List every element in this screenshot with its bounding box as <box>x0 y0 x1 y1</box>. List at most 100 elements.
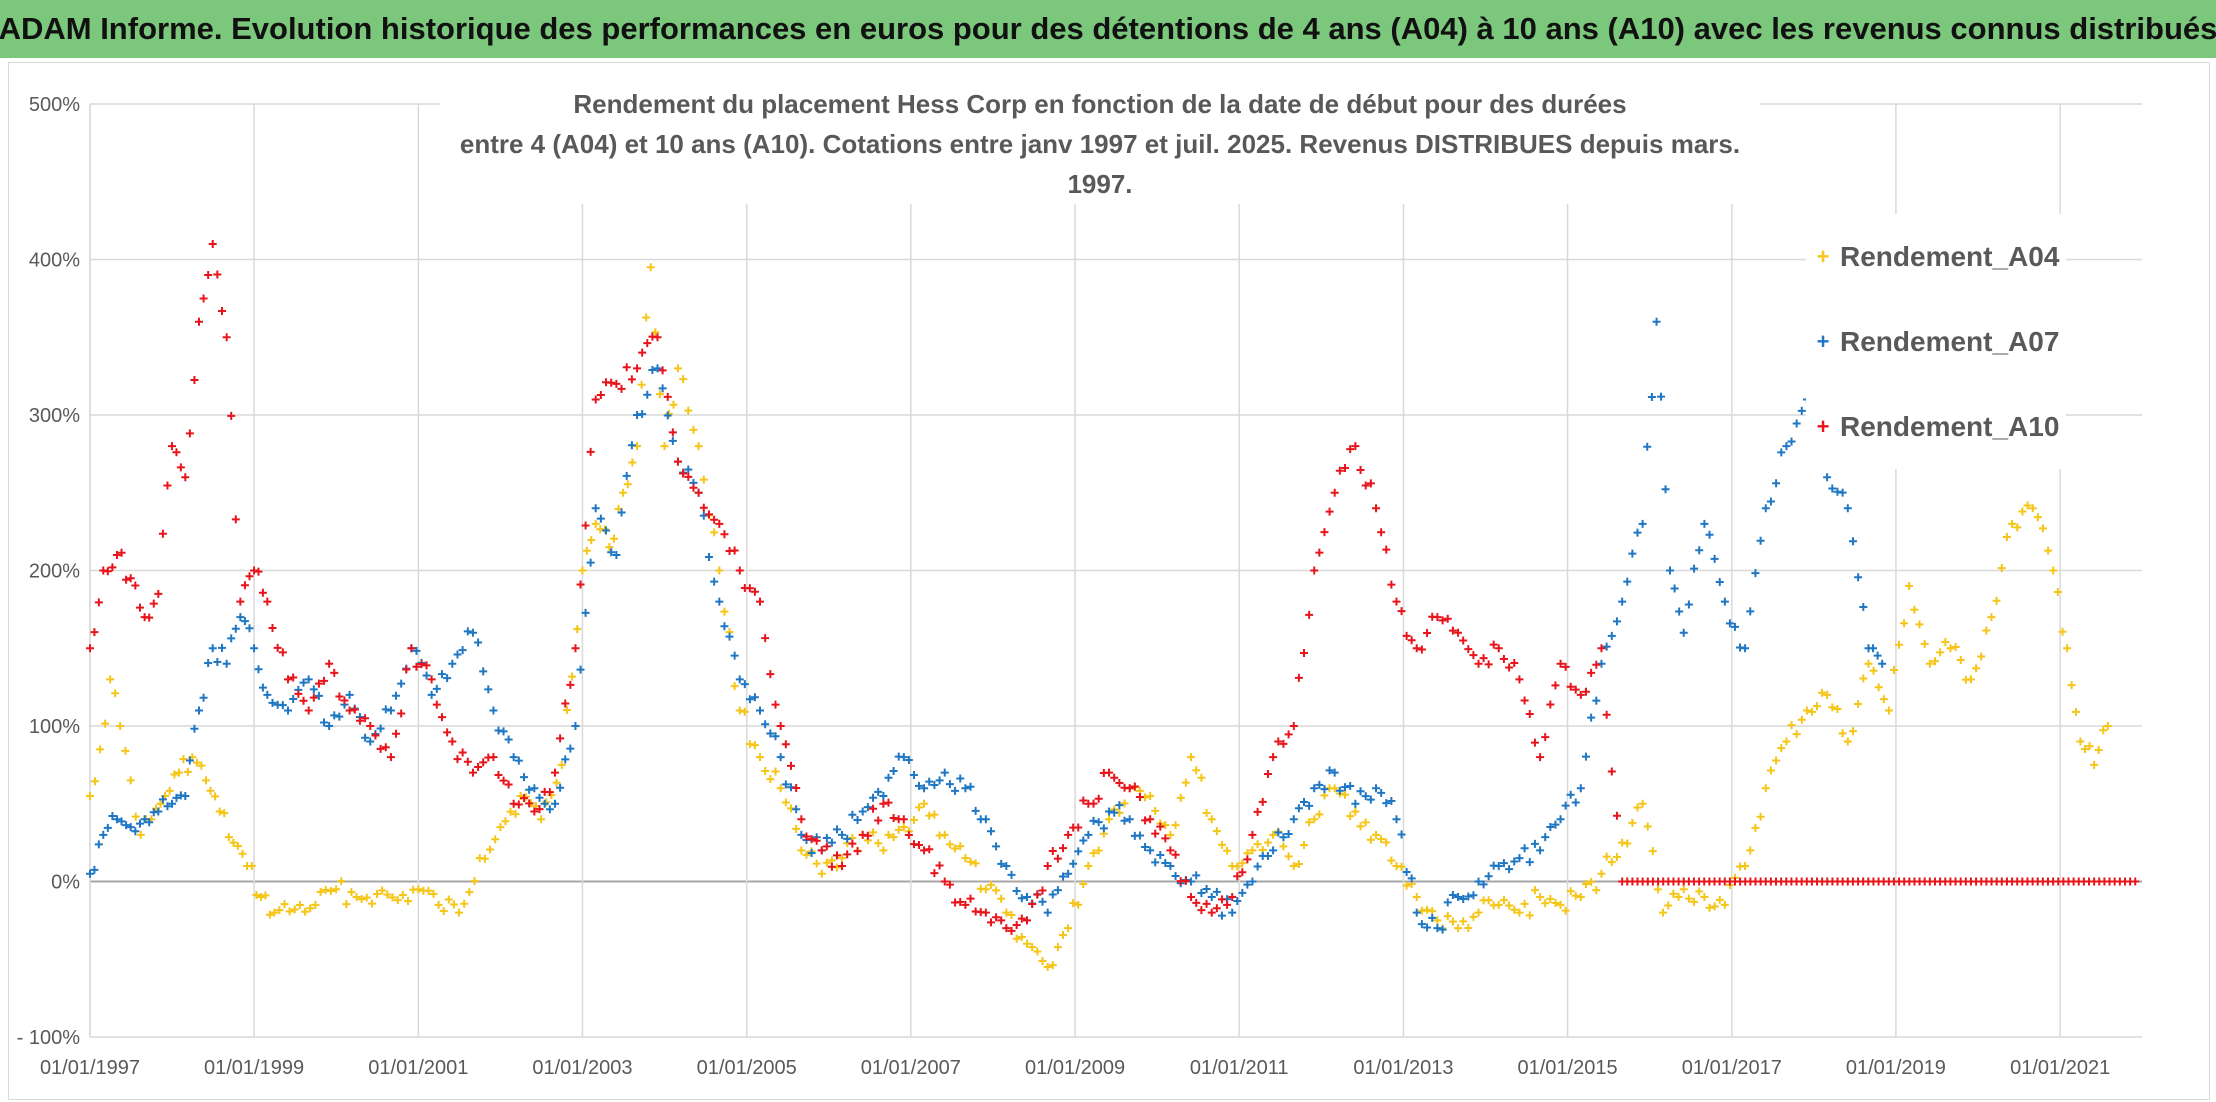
data-point <box>673 457 682 466</box>
data-point <box>1269 830 1278 839</box>
interp-point <box>562 706 571 715</box>
interp-point <box>1561 662 1570 671</box>
interp-point <box>453 650 462 659</box>
data-point <box>633 364 642 373</box>
data-point <box>1741 861 1750 870</box>
interp-point <box>1459 636 1468 645</box>
data-point <box>1351 799 1360 808</box>
data-point <box>961 854 970 863</box>
interp-point <box>135 603 144 612</box>
interp-point <box>453 755 462 764</box>
interp-point <box>1382 799 1391 808</box>
interp-point <box>1541 833 1550 842</box>
interp-point <box>637 380 646 389</box>
interp-point <box>238 849 247 858</box>
interp-point <box>638 410 647 419</box>
x-tick-label: 01/01/2003 <box>532 1057 632 1079</box>
data-point <box>1679 628 1688 637</box>
interp-point <box>1423 629 1432 638</box>
interp-point <box>582 546 591 555</box>
interp-point <box>1571 685 1580 694</box>
data-point <box>1248 830 1257 839</box>
interp-point <box>740 680 749 689</box>
data-point <box>797 815 806 824</box>
interp-point <box>884 773 893 782</box>
interp-point <box>1048 846 1057 855</box>
interp-point <box>1792 730 1801 739</box>
data-point <box>1597 644 1606 653</box>
interp-point <box>1438 616 1447 625</box>
data-point <box>2076 737 2085 746</box>
interp-point <box>1017 933 1026 942</box>
data-point <box>1064 830 1073 839</box>
data-point <box>366 722 375 730</box>
interp-point <box>587 536 596 545</box>
points-layer <box>86 239 2140 972</box>
data-point <box>2049 566 2058 575</box>
data-point <box>1289 722 1298 730</box>
interp-point <box>1089 849 1098 858</box>
interp-point <box>1848 537 1857 546</box>
data-point <box>1878 659 1887 668</box>
interp-point <box>383 890 392 899</box>
interp-point <box>1992 596 2001 605</box>
data-point <box>1905 582 1914 591</box>
data-point <box>2131 877 2140 886</box>
interp-point <box>740 707 749 716</box>
interp-point <box>874 816 883 825</box>
data-point <box>838 830 847 839</box>
interp-point <box>540 799 549 808</box>
interp-point <box>1120 816 1129 825</box>
interp-point <box>651 328 660 337</box>
data-point <box>1125 815 1134 824</box>
interp-point <box>664 409 673 418</box>
interp-point <box>627 441 636 450</box>
interp-point <box>951 844 960 853</box>
interp-point <box>1525 710 1534 719</box>
interp-point <box>117 817 126 826</box>
interp-point <box>227 634 236 643</box>
data-point <box>571 644 580 653</box>
interp-point <box>117 548 126 557</box>
interp-point <box>1300 649 1309 658</box>
data-point <box>250 644 259 653</box>
data-point <box>86 791 94 800</box>
interp-point <box>1592 886 1601 895</box>
interp-point <box>1074 847 1083 856</box>
data-point <box>366 737 375 746</box>
interp-point <box>1387 797 1396 806</box>
interp-point <box>289 695 298 704</box>
interp-point <box>2067 681 2076 690</box>
interp-point <box>1661 485 1670 494</box>
interp-point <box>1151 829 1160 838</box>
interp-point <box>1079 836 1088 845</box>
interp-point <box>1407 636 1416 645</box>
data-point <box>1412 893 1421 902</box>
interp-point <box>278 701 287 710</box>
interp-point <box>172 448 181 457</box>
data-point <box>1105 807 1114 816</box>
data-point <box>2103 722 2112 730</box>
interp-point <box>1217 911 1226 920</box>
data-point <box>99 830 108 839</box>
interp-point <box>1469 651 1478 660</box>
interp-point <box>258 683 267 692</box>
interp-point <box>1356 787 1365 796</box>
interp-point <box>1284 730 1293 739</box>
data-point <box>735 566 744 575</box>
interp-point <box>1602 710 1611 719</box>
interp-point <box>1551 898 1560 907</box>
interp-point <box>710 515 719 524</box>
interp-point <box>822 842 831 851</box>
interp-point <box>170 770 179 779</box>
interp-point <box>108 563 117 572</box>
data-point <box>1023 916 1031 925</box>
interp-point <box>894 825 903 834</box>
data-point <box>838 861 847 870</box>
data-point <box>571 722 580 730</box>
data-point <box>1002 924 1011 933</box>
interp-point <box>710 528 719 537</box>
interp-point <box>131 581 140 590</box>
interp-point <box>909 770 918 779</box>
interp-point <box>2002 532 2011 541</box>
